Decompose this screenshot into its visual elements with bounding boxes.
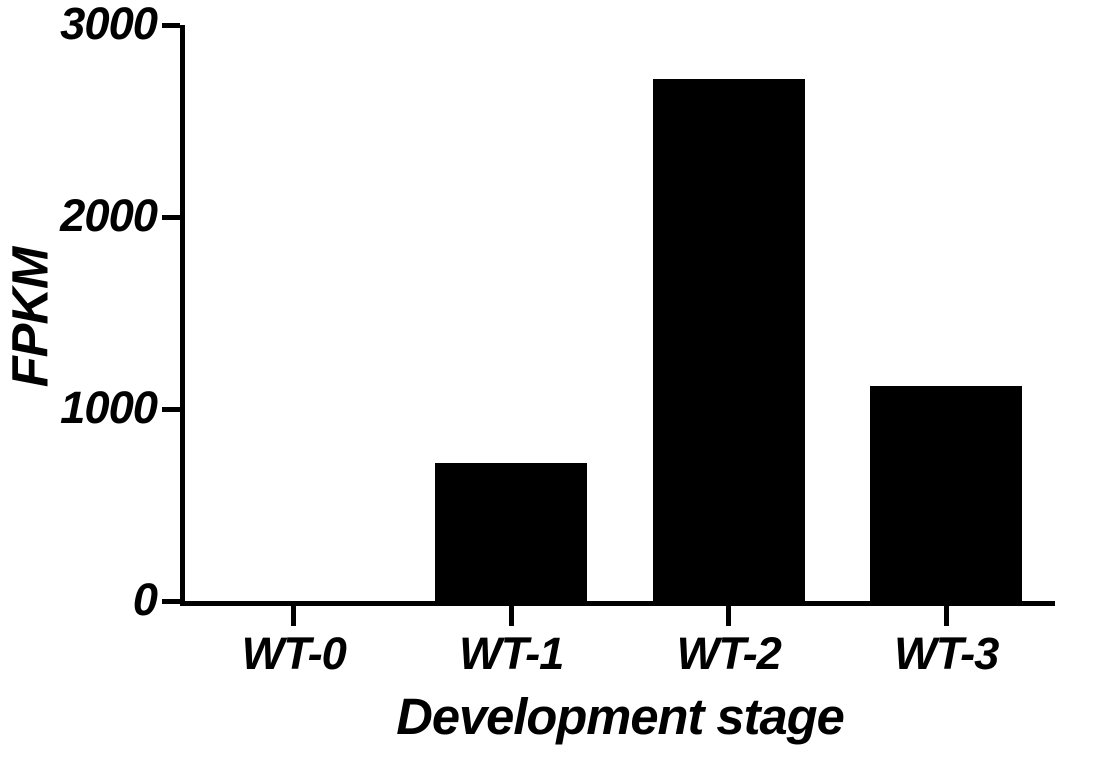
bar: [870, 386, 1022, 601]
plot-area: [185, 25, 1055, 601]
bar: [435, 463, 587, 601]
x-tick-label: WT-0: [185, 628, 403, 680]
x-tick: [291, 606, 296, 626]
x-tick: [509, 606, 514, 626]
x-tick-label: WT-3: [838, 628, 1056, 680]
fpkm-bar-chart: 0100020003000 WT-0WT-1WT-2WT-3 FPKM Deve…: [0, 0, 1115, 779]
x-tick: [944, 606, 949, 626]
y-tick: [162, 407, 180, 412]
x-tick: [726, 606, 731, 626]
x-axis-line: [180, 601, 1055, 606]
y-axis-line: [180, 25, 185, 606]
x-tick-label: WT-1: [403, 628, 621, 680]
x-axis-label: Development stage: [185, 687, 1055, 746]
y-tick: [162, 599, 180, 604]
bar: [653, 79, 805, 601]
y-tick: [162, 215, 180, 220]
y-axis-label: FPKM: [1, 29, 60, 605]
x-tick-label: WT-2: [620, 628, 838, 680]
y-tick: [162, 23, 180, 28]
